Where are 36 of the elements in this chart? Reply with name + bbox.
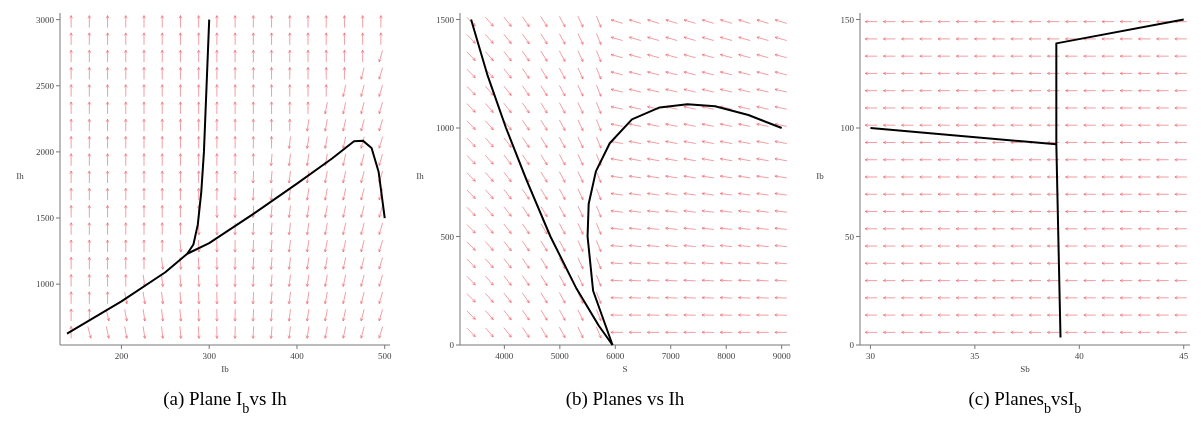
- x-tick-label: 35: [970, 351, 980, 361]
- y-tick-label: 1000: [36, 279, 55, 290]
- y-axis-title: Ib: [816, 171, 825, 181]
- x-tick-label: 9000: [772, 351, 792, 361]
- x-tick-label: 40: [1074, 351, 1085, 361]
- y-tick-label: 1500: [36, 213, 55, 224]
- x-tick-label: 6000: [606, 351, 625, 361]
- y-axis-title: Ih: [16, 171, 25, 181]
- x-tick-label: 4000: [495, 351, 514, 361]
- x-axis-title: Ib: [221, 364, 230, 374]
- x-tick-label: 5000: [550, 351, 570, 361]
- y-tick-label: 1500: [436, 14, 455, 25]
- y-axis-title: Ih: [416, 171, 425, 181]
- y-tick-label: 100: [840, 123, 855, 134]
- y-tick-label: 0: [849, 340, 855, 350]
- text: (c) Planes$_{b}$vsI$_{b}$: [968, 388, 1082, 416]
- x-tick-label: 200: [114, 351, 129, 361]
- x-tick-label: 400: [290, 351, 305, 361]
- x-tick-label: 30: [865, 351, 876, 361]
- y-tick-label: 500: [440, 231, 455, 242]
- y-tick-label: 150: [840, 14, 855, 25]
- x-axis-title: Sb: [1020, 364, 1031, 374]
- y-tick-label: 2500: [36, 80, 55, 91]
- text: (b) Planes vs Ih: [565, 388, 685, 410]
- x-tick-label: 8000: [717, 351, 736, 361]
- x-tick-label: 45: [1179, 351, 1189, 361]
- text: (a) Plane I$_{b}$vs Ih: [163, 388, 288, 416]
- y-tick-label: 50: [845, 231, 855, 242]
- x-tick-label: 7000: [661, 351, 681, 361]
- y-tick-label: 3000: [36, 14, 55, 25]
- y-tick-label: 2000: [36, 146, 55, 157]
- x-axis-title: S: [622, 364, 628, 374]
- y-tick-label: 1000: [436, 123, 455, 134]
- y-tick-label: 0: [449, 340, 455, 350]
- x-tick-label: 300: [202, 351, 217, 361]
- x-tick-label: 500: [377, 351, 392, 361]
